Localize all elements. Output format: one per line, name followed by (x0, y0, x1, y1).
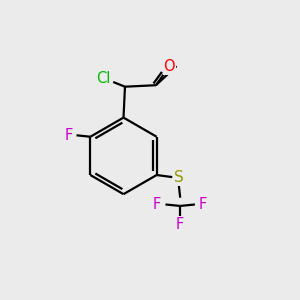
Text: Cl: Cl (97, 71, 111, 86)
Text: F: F (199, 197, 207, 212)
Text: F: F (176, 217, 184, 232)
Text: O: O (163, 59, 175, 74)
Text: F: F (153, 197, 161, 212)
Text: S: S (174, 170, 184, 185)
Text: F: F (64, 128, 72, 143)
